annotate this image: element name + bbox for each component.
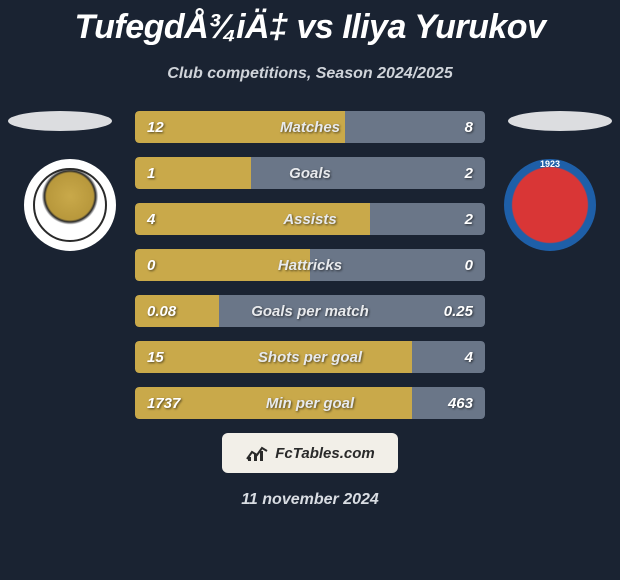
stat-value-right: 463: [448, 387, 473, 419]
stat-label: Goals per match: [135, 295, 485, 327]
stat-row: Shots per goal15 4: [135, 341, 485, 373]
stat-row: Goals1 2: [135, 157, 485, 189]
page-title: TufegdÅ¾iÄ‡ vs Iliya Yurukov: [0, 0, 620, 47]
stat-label: Matches: [135, 111, 485, 143]
stat-value-left: 1737: [147, 387, 180, 419]
stat-row: Matches12 8: [135, 111, 485, 143]
stat-value-right: 2: [465, 203, 473, 235]
chart-icon: [245, 443, 269, 463]
stat-row: Goals per match0.08 0.25: [135, 295, 485, 327]
club-badge-right: [504, 159, 596, 251]
stats-column: Matches128Goals12Assists42Hattricks00Goa…: [135, 111, 485, 419]
stat-value-right: 8: [465, 111, 473, 143]
brand-label: FcTables.com: [275, 445, 374, 462]
stat-value-right: 4: [465, 341, 473, 373]
stat-value-right: 0: [465, 249, 473, 281]
stat-label: Hattricks: [135, 249, 485, 281]
club-badge-left: [24, 159, 116, 251]
stat-value-left: 12: [147, 111, 164, 143]
stat-value-left: 1: [147, 157, 155, 189]
stat-value-left: 0: [147, 249, 155, 281]
footer-date: 11 november 2024: [0, 491, 620, 509]
stat-label: Min per goal: [135, 387, 485, 419]
stat-label: Assists: [135, 203, 485, 235]
subtitle: Club competitions, Season 2024/2025: [0, 65, 620, 83]
stat-value-left: 0.08: [147, 295, 176, 327]
comparison-area: Matches128Goals12Assists42Hattricks00Goa…: [0, 111, 620, 509]
stat-label: Shots per goal: [135, 341, 485, 373]
stat-row: Hattricks0 0: [135, 249, 485, 281]
stat-value-right: 0.25: [444, 295, 473, 327]
stat-label: Goals: [135, 157, 485, 189]
stat-row: Min per goal1737 463: [135, 387, 485, 419]
player-silhouette-right: [508, 111, 612, 131]
stat-value-right: 2: [465, 157, 473, 189]
stat-row: Assists4 2: [135, 203, 485, 235]
stat-value-left: 15: [147, 341, 164, 373]
stat-value-left: 4: [147, 203, 155, 235]
player-silhouette-left: [8, 111, 112, 131]
brand-badge[interactable]: FcTables.com: [222, 433, 398, 473]
